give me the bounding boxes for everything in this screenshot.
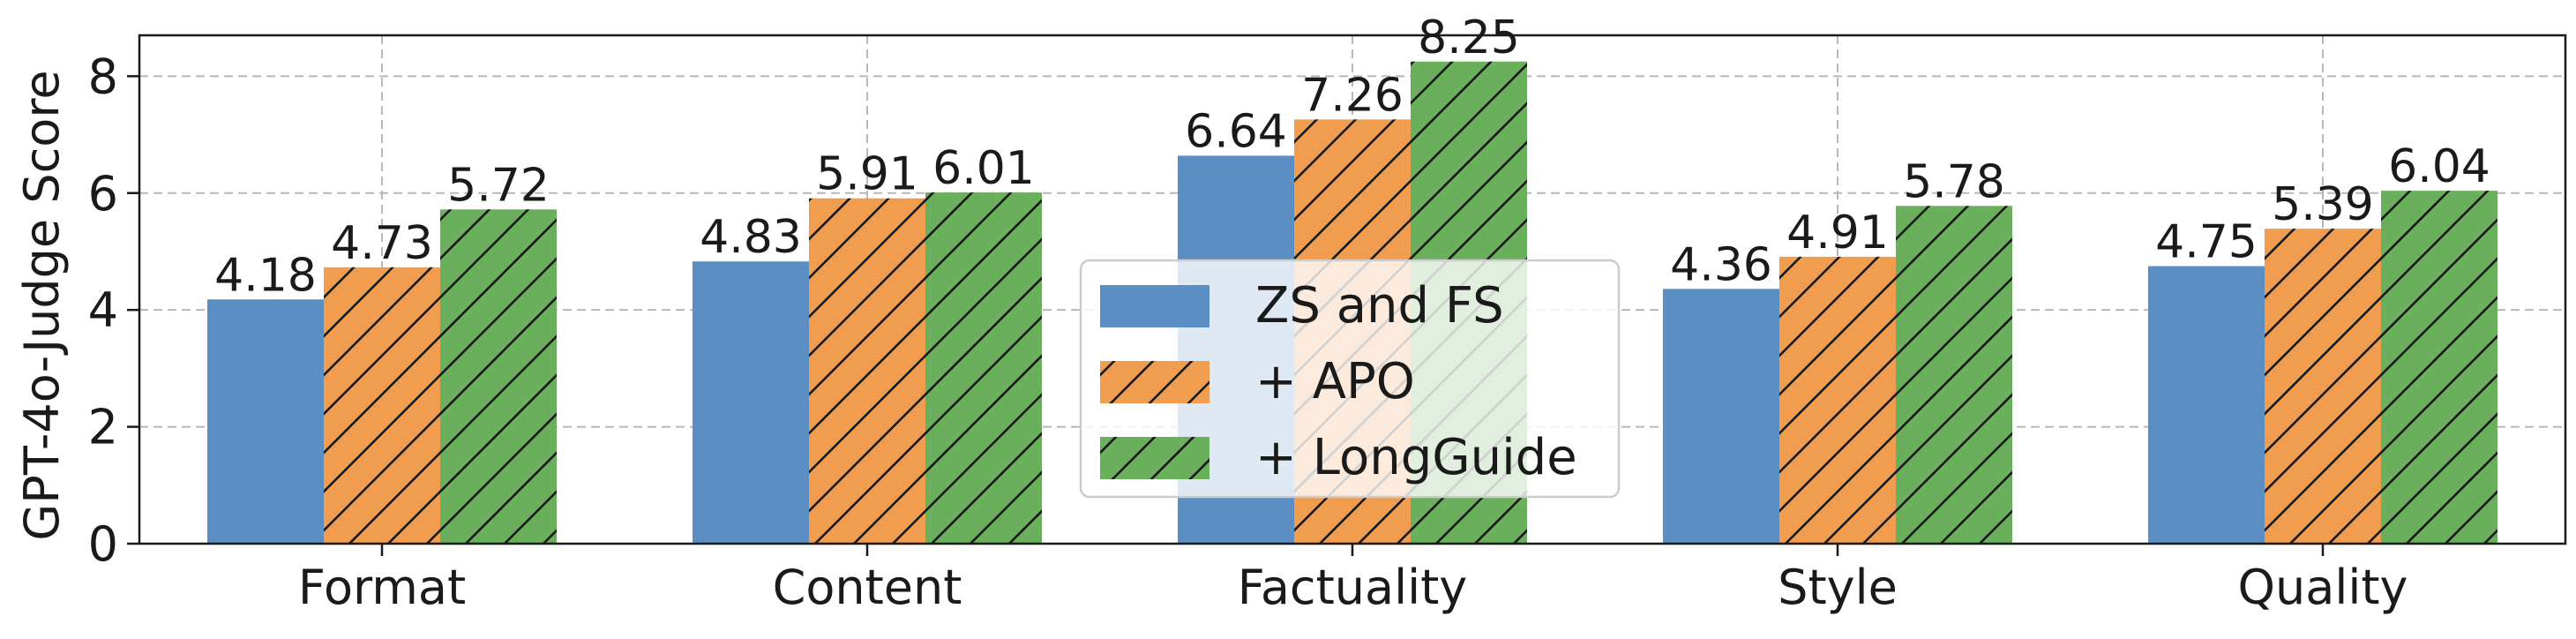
x-tick-label: Factuality <box>1238 560 1468 615</box>
x-tick-label: Style <box>1778 560 1898 615</box>
bar-value-label: 4.18 <box>214 249 317 302</box>
bar-value-label: 5.78 <box>1903 155 2005 208</box>
bar-value-label: 7.26 <box>1301 69 1404 122</box>
bar-value-label: 4.73 <box>331 217 433 270</box>
bar-value-label: 6.64 <box>1185 105 1287 158</box>
legend-swatch-hatch <box>1100 437 1209 479</box>
bar <box>1663 289 1779 544</box>
plot-frame <box>138 34 2567 545</box>
bar-value-label: 4.91 <box>1786 207 1889 259</box>
bar-hatch <box>809 198 925 545</box>
bar-hatch <box>440 209 557 544</box>
bar-value-label: 5.91 <box>816 148 918 201</box>
y-tick-label: 6 <box>88 166 118 222</box>
axis-ticks: 0 2 4 6 8 Format Content Factuality Style Quality <box>88 49 2408 615</box>
bar <box>693 261 809 544</box>
bar-hatch <box>2265 229 2381 544</box>
bar <box>2148 266 2265 544</box>
x-tick-label: Format <box>298 560 466 615</box>
bar-value-label: 6.04 <box>2388 140 2490 193</box>
y-axis-label: GPT-4o-Judge Score <box>14 70 70 540</box>
legend-label: ZS and FS <box>1255 277 1504 335</box>
y-tick-label: 8 <box>88 49 118 104</box>
bar-value-label: 4.83 <box>700 211 802 264</box>
x-tick-label: Quality <box>2238 560 2408 615</box>
y-tick-label: 2 <box>88 400 118 455</box>
value-labels: 4.18 4.83 6.64 4.36 4.75 4.73 5.91 7.26 4.91 5.39… <box>214 11 2490 302</box>
legend-label: + LongGuide <box>1255 429 1577 486</box>
bar-hatch <box>2381 191 2497 544</box>
bar-value-label: 6.01 <box>932 142 1035 195</box>
bar-hatch <box>1779 256 1896 544</box>
y-tick-label: 4 <box>88 282 118 338</box>
bar-value-label: 5.39 <box>2272 178 2374 231</box>
legend-label: + APO <box>1255 353 1415 410</box>
legend-swatch <box>1100 285 1209 327</box>
bar-value-label: 4.75 <box>2155 216 2258 269</box>
legend: ZS and FS + APO + LongGuide <box>1079 259 1621 499</box>
legend-swatch-hatch <box>1100 361 1209 403</box>
bar-hatch <box>1896 206 2012 544</box>
bar-value-label: 4.36 <box>1670 238 1772 291</box>
x-tick-label: Content <box>773 560 962 615</box>
y-tick-label: 0 <box>88 516 118 572</box>
bar-hatch <box>324 267 440 544</box>
bar <box>207 299 324 544</box>
bar-value-label: 5.72 <box>447 159 550 212</box>
bar-value-label: 8.25 <box>1418 11 1520 64</box>
legend-box <box>1079 259 1621 499</box>
bar-hatch <box>925 192 1042 544</box>
